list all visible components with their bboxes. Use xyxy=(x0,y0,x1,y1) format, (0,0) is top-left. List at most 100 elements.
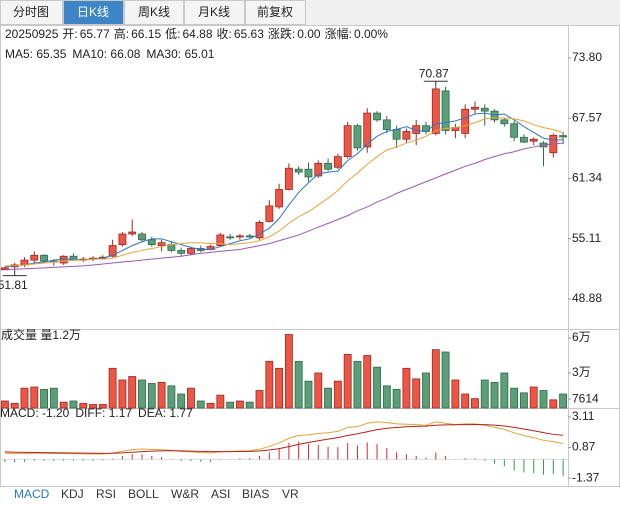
volume-bar xyxy=(167,385,176,409)
volume-bar xyxy=(431,349,440,409)
info-value: 66.15 xyxy=(131,27,161,41)
volume-bar xyxy=(147,383,156,409)
indicator-tab[interactable]: W&R xyxy=(171,487,199,501)
info-value: 65.77 xyxy=(80,27,110,41)
candle-body xyxy=(520,136,528,143)
volume-bar xyxy=(559,393,568,409)
candle-body xyxy=(363,112,372,148)
candle-body xyxy=(128,231,137,235)
volume-bar xyxy=(549,399,558,409)
candle-body xyxy=(324,162,332,170)
tab-label[interactable]: 日K线 xyxy=(77,5,109,19)
line xyxy=(4,142,564,271)
volume-bar xyxy=(196,400,205,409)
volume-bar xyxy=(59,401,68,409)
candle-body xyxy=(108,245,117,257)
volume-bar xyxy=(500,372,509,409)
volume-bar xyxy=(471,398,479,409)
volume-bar xyxy=(461,393,470,409)
candle-body xyxy=(559,135,568,138)
info-label: 低: xyxy=(165,27,180,41)
candle-body xyxy=(382,119,391,130)
line xyxy=(4,421,564,455)
tab-label[interactable]: 前复权 xyxy=(257,4,293,19)
info-date: 20250925 xyxy=(5,27,59,41)
volume-bar xyxy=(373,366,381,409)
tab[interactable] xyxy=(184,0,245,25)
candle-body xyxy=(461,108,470,134)
candle-body xyxy=(402,131,411,140)
info-label: 开: xyxy=(62,27,77,41)
volume-bar xyxy=(79,402,88,409)
line xyxy=(4,112,564,268)
info-label: 涨跌: xyxy=(268,26,295,41)
candle-body xyxy=(138,233,146,241)
volume-bar xyxy=(20,387,29,409)
volume-bar xyxy=(529,386,538,409)
volume-bar xyxy=(392,388,401,409)
indicator-tab[interactable]: BOLL xyxy=(128,487,159,501)
y-tick-label: 7614 xyxy=(572,391,599,405)
y-tick-label: 0.87 xyxy=(572,440,596,454)
volume-bar xyxy=(451,379,460,409)
legend-entry: MA5: 65.35 xyxy=(5,47,67,61)
ma-legend: MA5: 65.35 MA10: 66.08 MA30: 65.01 xyxy=(5,47,215,61)
candle-body xyxy=(177,250,186,254)
volume-bar xyxy=(382,385,391,409)
candle-body xyxy=(255,221,264,239)
legend-entry: MA10: 66.08 xyxy=(72,47,140,61)
tab[interactable] xyxy=(245,0,306,25)
indicator-tab[interactable]: VR xyxy=(282,487,299,501)
indicator-tab[interactable]: MACD xyxy=(14,487,50,501)
tab[interactable] xyxy=(63,0,124,25)
volume-bar xyxy=(480,379,489,409)
volume-bar xyxy=(108,367,117,409)
indicator-tab[interactable]: KDJ xyxy=(61,487,84,501)
volume-bar xyxy=(353,360,362,409)
volume-bar xyxy=(177,393,186,409)
volume-bar xyxy=(422,372,430,409)
candle-body xyxy=(187,248,195,254)
tab[interactable] xyxy=(0,0,63,25)
candle-body xyxy=(314,162,323,177)
volume-bar xyxy=(343,353,352,409)
info-label: 高: xyxy=(114,26,129,41)
candle-body xyxy=(392,129,401,140)
legend-entry: DEA: 1.77 xyxy=(138,406,193,420)
volume-bar xyxy=(236,400,244,409)
volume-bar xyxy=(89,404,97,409)
volume-bar xyxy=(49,387,58,409)
volume-bar xyxy=(216,394,225,409)
info-value: 65.63 xyxy=(234,27,264,41)
volume-bar xyxy=(187,387,195,409)
volume-bar xyxy=(255,390,264,409)
candle-body xyxy=(236,235,244,238)
indicator-tab[interactable]: BIAS xyxy=(242,487,269,501)
candle-body xyxy=(157,242,166,246)
tab-label[interactable]: 周K线 xyxy=(138,5,170,19)
indicator-tab[interactable]: RSI xyxy=(96,487,116,501)
candle-body xyxy=(0,267,9,271)
candle-body xyxy=(226,236,235,239)
candle-body xyxy=(529,138,538,142)
volume-bar xyxy=(118,379,127,409)
candle-body xyxy=(431,88,440,134)
tab-label[interactable]: 分时图 xyxy=(13,5,49,19)
y-tick-label: 3万 xyxy=(572,365,591,379)
candle-body xyxy=(294,168,303,173)
candle-body xyxy=(333,156,342,168)
panel-title: 成交量 量1.2万 xyxy=(1,327,81,342)
info-label: 涨幅: xyxy=(325,26,352,41)
indicator-tab[interactable]: ASI xyxy=(211,487,230,501)
tab-label[interactable]: 月K线 xyxy=(198,5,230,19)
candle-body xyxy=(510,123,519,138)
candle-body xyxy=(284,167,293,190)
volume-bar xyxy=(284,334,293,409)
info-value: 0.00% xyxy=(354,27,388,41)
tab[interactable] xyxy=(124,0,184,25)
volume-bar xyxy=(510,387,519,409)
legend-entry: MACD: -1.20 xyxy=(0,406,70,420)
legend-entry: MA30: 65.01 xyxy=(146,47,214,61)
